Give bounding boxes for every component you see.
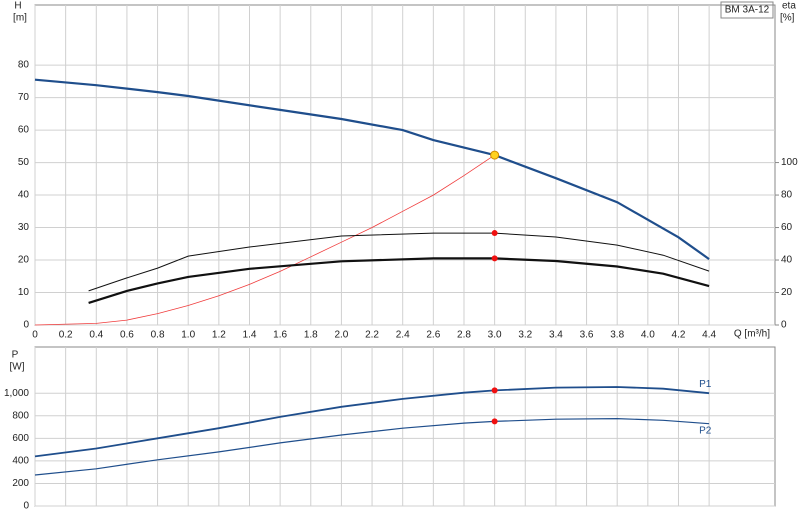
y2-axis-label: eta bbox=[782, 1, 796, 12]
x-tick-label: 0.8 bbox=[151, 330, 165, 341]
y-tick-label: 600 bbox=[12, 433, 29, 444]
x-tick-label: 3.6 bbox=[580, 330, 594, 341]
y2-tick-label: 0 bbox=[781, 320, 787, 331]
x-tick-label: 0 bbox=[32, 330, 38, 341]
y2-tick-label: 20 bbox=[781, 287, 793, 298]
y-axis-unit: [W] bbox=[10, 362, 25, 373]
series-line bbox=[34, 386, 710, 458]
y-tick-label: 70 bbox=[18, 92, 30, 103]
series-line bbox=[34, 78, 710, 260]
x-tick-label: 2.2 bbox=[365, 330, 379, 341]
x-tick-label: 2.6 bbox=[426, 330, 440, 341]
series-line bbox=[34, 154, 495, 326]
title-box bbox=[720, 1, 774, 19]
y2-tick-label: 80 bbox=[781, 190, 793, 201]
series-line bbox=[88, 232, 710, 292]
series-line bbox=[34, 417, 710, 476]
x-tick-label: 0.4 bbox=[89, 330, 103, 341]
y-tick-label: 1,000 bbox=[4, 388, 29, 399]
x-tick-label: 0.2 bbox=[59, 330, 73, 341]
x-tick-label: 3.8 bbox=[610, 330, 624, 341]
y-tick-label: 200 bbox=[12, 478, 29, 489]
y-tick-label: 50 bbox=[18, 157, 30, 168]
y-tick-label: 800 bbox=[12, 410, 29, 421]
operating-point bbox=[491, 255, 498, 262]
y-tick-label: 0 bbox=[23, 320, 29, 331]
x-tick-label: 2.8 bbox=[457, 330, 471, 341]
y-tick-label: 10 bbox=[18, 287, 30, 298]
chart-title: BM 3A-12 bbox=[725, 5, 770, 16]
y-tick-label: 80 bbox=[18, 60, 30, 71]
y-axis-label: P bbox=[12, 350, 19, 361]
plot-frame bbox=[34, 4, 776, 326]
x-tick-label: 2.0 bbox=[334, 330, 348, 341]
x-axis-label: Q [m³/h] bbox=[734, 329, 770, 340]
operating-point bbox=[491, 418, 498, 425]
y-tick-label: 60 bbox=[18, 125, 30, 136]
series-label: P2 bbox=[699, 425, 712, 436]
plot-frame bbox=[34, 346, 776, 507]
y-tick-label: 400 bbox=[12, 456, 29, 467]
y-tick-label: 0 bbox=[23, 501, 29, 512]
x-tick-label: 1.2 bbox=[212, 330, 226, 341]
x-tick-label: 3.2 bbox=[518, 330, 532, 341]
x-tick-label: 4.4 bbox=[702, 330, 716, 341]
x-tick-label: 4.0 bbox=[641, 330, 655, 341]
series-line bbox=[88, 257, 710, 304]
x-tick-label: 4.2 bbox=[672, 330, 686, 341]
x-tick-label: 3.0 bbox=[488, 330, 502, 341]
y-axis-label: H bbox=[14, 1, 21, 12]
x-tick-label: 2.4 bbox=[396, 330, 410, 341]
y2-axis-unit: [%] bbox=[780, 13, 795, 24]
x-tick-label: 1.6 bbox=[273, 330, 287, 341]
x-tick-label: 1.8 bbox=[304, 330, 318, 341]
y-axis-unit: [m] bbox=[13, 13, 27, 24]
x-tick-label: 1.4 bbox=[243, 330, 257, 341]
y-tick-label: 20 bbox=[18, 255, 30, 266]
x-tick-label: 1.0 bbox=[181, 330, 195, 341]
x-tick-label: 3.4 bbox=[549, 330, 563, 341]
y-tick-label: 30 bbox=[18, 222, 30, 233]
y2-tick-label: 100 bbox=[781, 157, 798, 168]
series-label: P1 bbox=[699, 379, 712, 390]
operating-point bbox=[491, 387, 498, 394]
x-tick-label: 0.6 bbox=[120, 330, 134, 341]
operating-point bbox=[490, 150, 500, 160]
y2-tick-label: 40 bbox=[781, 255, 793, 266]
operating-point bbox=[491, 230, 498, 237]
y-tick-label: 40 bbox=[18, 190, 30, 201]
y2-tick-label: 60 bbox=[781, 222, 793, 233]
